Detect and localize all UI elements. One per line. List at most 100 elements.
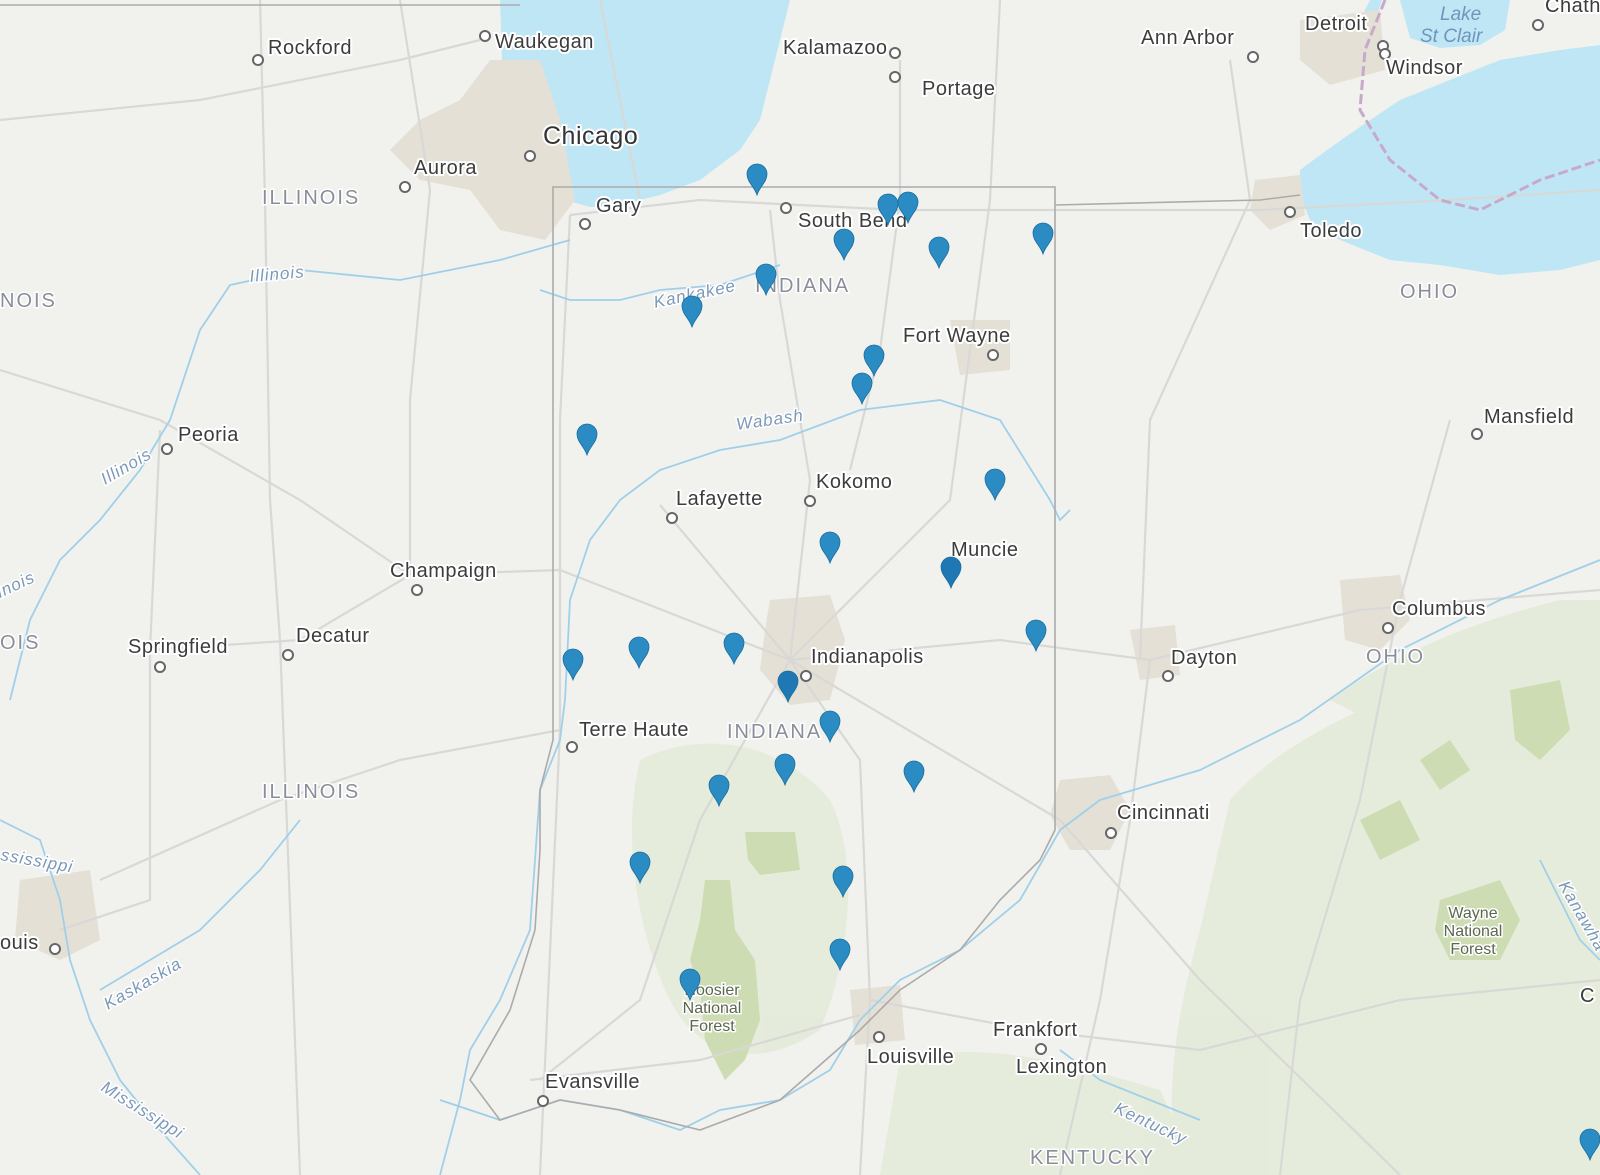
lake-label: Lake <box>1440 4 1481 25</box>
city-dot <box>666 512 678 524</box>
location-marker[interactable] <box>1025 619 1047 653</box>
city-dot <box>1532 19 1544 31</box>
location-marker[interactable] <box>777 670 799 704</box>
location-marker[interactable] <box>1032 222 1054 256</box>
location-marker[interactable] <box>679 968 701 1002</box>
state-label: NOIS <box>0 290 57 312</box>
marker-pin-icon[interactable] <box>1032 222 1054 256</box>
lake-st-clair <box>1400 0 1510 48</box>
marker-pin-icon[interactable] <box>562 648 584 682</box>
location-marker[interactable] <box>829 938 851 972</box>
city-label: Lafayette <box>676 488 763 510</box>
location-marker[interactable] <box>576 423 598 457</box>
location-marker[interactable] <box>1579 1128 1600 1162</box>
location-marker[interactable] <box>774 753 796 787</box>
marker-pin-icon[interactable] <box>629 851 651 885</box>
marker-pin-icon[interactable] <box>681 295 703 329</box>
parks <box>690 680 1570 1080</box>
marker-pin-icon[interactable] <box>819 710 841 744</box>
marker-pin-icon[interactable] <box>829 938 851 972</box>
location-marker[interactable] <box>940 556 962 590</box>
location-marker[interactable] <box>755 263 777 297</box>
city-label: Gary <box>596 195 641 217</box>
state-label: OHIO <box>1400 281 1459 303</box>
location-marker[interactable] <box>708 774 730 808</box>
city-label: Evansville <box>545 1071 640 1093</box>
marker-pin-icon[interactable] <box>1579 1128 1600 1162</box>
marker-pin-icon[interactable] <box>928 236 950 270</box>
markers[interactable] <box>562 163 1600 1162</box>
city-dot <box>800 670 812 682</box>
city-label: Peoria <box>178 424 239 446</box>
location-marker[interactable] <box>833 228 855 262</box>
location-marker[interactable] <box>903 760 925 794</box>
kentucky-river <box>1059 1049 1201 1121</box>
city-dot <box>1284 206 1296 218</box>
location-marker[interactable] <box>746 163 768 197</box>
city-dot <box>987 349 999 361</box>
marker-pin-icon[interactable] <box>777 670 799 704</box>
marker-pin-icon[interactable] <box>863 344 885 378</box>
park-label: National <box>1444 923 1503 940</box>
location-marker[interactable] <box>723 632 745 666</box>
city-dot <box>889 71 901 83</box>
marker-pin-icon[interactable] <box>984 468 1006 502</box>
marker-pin-icon[interactable] <box>679 968 701 1002</box>
city-dot <box>873 1031 885 1043</box>
location-marker[interactable] <box>681 295 703 329</box>
city-label: Indianapolis <box>811 646 924 668</box>
marker-pin-icon[interactable] <box>903 760 925 794</box>
location-marker[interactable] <box>851 372 873 406</box>
kanawha-river <box>1539 859 1600 961</box>
kaskaskia-river <box>99 819 301 991</box>
marker-pin-icon[interactable] <box>628 636 650 670</box>
city-dot <box>411 584 423 596</box>
location-marker[interactable] <box>863 344 885 378</box>
city-dot <box>282 649 294 661</box>
city-dot <box>161 443 173 455</box>
marker-pin-icon[interactable] <box>755 263 777 297</box>
marker-pin-icon[interactable] <box>940 556 962 590</box>
location-marker[interactable] <box>928 236 950 270</box>
park-label: Forest <box>1450 941 1496 958</box>
ohio-border <box>1054 194 1301 206</box>
city-label: Louisville <box>867 1046 954 1068</box>
city-label: Muncie <box>951 539 1018 561</box>
location-marker[interactable] <box>984 468 1006 502</box>
state-label: ILLINOIS <box>262 781 360 803</box>
marker-pin-icon[interactable] <box>833 228 855 262</box>
marker-pin-icon[interactable] <box>1025 619 1047 653</box>
marker-pin-icon[interactable] <box>774 753 796 787</box>
city-label: Frankfort <box>993 1019 1078 1041</box>
city-dot <box>524 150 536 162</box>
marker-pin-icon[interactable] <box>851 372 873 406</box>
city-dot <box>252 54 264 66</box>
international-border <box>1358 0 1600 212</box>
marker-pin-icon[interactable] <box>897 191 919 225</box>
city-dot <box>889 47 901 59</box>
marker-pin-icon[interactable] <box>746 163 768 197</box>
location-marker[interactable] <box>832 865 854 899</box>
city-label: Dayton <box>1171 647 1237 669</box>
location-marker[interactable] <box>819 531 841 565</box>
marker-pin-icon[interactable] <box>819 531 841 565</box>
city-label: Toledo <box>1300 220 1362 242</box>
location-marker[interactable] <box>629 851 651 885</box>
lake-michigan <box>500 0 790 207</box>
location-marker[interactable] <box>628 636 650 670</box>
state-label: OIS <box>0 632 40 654</box>
marker-pin-icon[interactable] <box>723 632 745 666</box>
marker-pin-icon[interactable] <box>576 423 598 457</box>
marker-pin-icon[interactable] <box>708 774 730 808</box>
marker-pin-icon[interactable] <box>877 193 899 227</box>
marker-pin-icon[interactable] <box>832 865 854 899</box>
city-label: Chath <box>1545 0 1600 17</box>
location-marker[interactable] <box>877 193 899 227</box>
location-marker[interactable] <box>819 710 841 744</box>
location-marker[interactable] <box>562 648 584 682</box>
location-marker[interactable] <box>897 191 919 225</box>
kankakee-river <box>539 264 781 301</box>
